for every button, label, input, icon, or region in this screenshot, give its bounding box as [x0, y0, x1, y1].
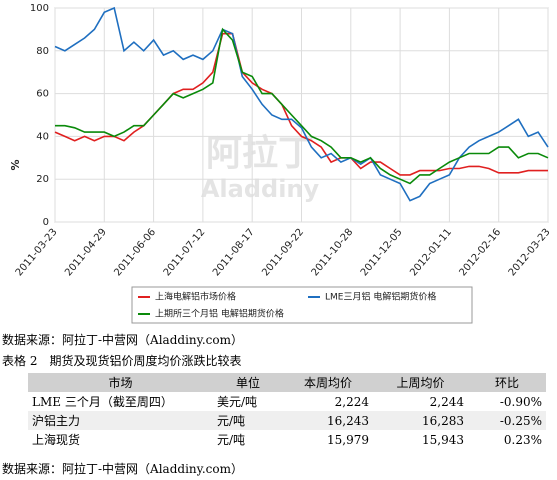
legend-label: 上海电解铝市场价格 — [155, 291, 236, 303]
table-cell: 2,224 — [334, 394, 369, 409]
series-line — [54, 32, 548, 176]
x-tick-label: 2011-10-28 — [310, 227, 356, 279]
table-cell: 沪铝主力 — [28, 411, 213, 430]
table-cell: -0.90% — [499, 394, 542, 409]
legend-label: 上期所三个月铝 电解铝期货价格 — [155, 308, 284, 320]
x-tick-label: 2012-02-16 — [458, 227, 504, 279]
table-row: 沪铝主力 元/吨 16,243 16,283 -0.25% — [28, 411, 546, 430]
header-cell: 上周均价 — [373, 373, 468, 392]
table-cell: LME 三个月（截至周四） — [32, 395, 173, 409]
y-tick-label: 20 — [36, 174, 49, 185]
header-cell: 单位 — [213, 373, 283, 392]
table-cell: 2,244 — [429, 394, 464, 409]
series-line — [55, 27, 549, 185]
legend-box — [131, 286, 473, 324]
header-cell: 环比 — [468, 373, 546, 392]
table-cell: 16,283 — [373, 411, 468, 430]
y-tick-label: 40 — [36, 131, 49, 142]
source: 数据来源：阿拉丁-中营网（Aladdiny.com） — [2, 462, 243, 476]
x-tick-label: 2011-08-17 — [211, 227, 257, 279]
x-tick-label: 2011-09-22 — [260, 227, 306, 279]
y-tick-label: 100 — [30, 3, 49, 14]
table-cell: 上海现货 — [32, 433, 81, 447]
header-cell: 市场 — [28, 373, 213, 392]
x-tick-label: 2012-01-11 — [408, 227, 454, 279]
table-row: LME 三个月（截至周四） 美元/吨 2,224 2,244 -0.90% — [28, 392, 546, 411]
y-tick-label: 80 — [36, 46, 49, 57]
series-line — [54, 6, 549, 202]
table-row: 上海现货 元/吨 15,979 15,943 0.23% — [28, 430, 546, 449]
y-tick-label: 60 — [36, 89, 49, 100]
table-cell: 15,943 — [422, 432, 464, 447]
x-tick-label: 2011-04-29 — [63, 227, 109, 279]
x-tick-label: 2012-03-23 — [507, 227, 553, 279]
table-cell: 0.23% — [503, 432, 542, 447]
table: 市场 单位 本周均价 上周均价 环比 LME 三个月（截至周四） 美元/吨 2,22… — [28, 373, 546, 449]
legend-label: LME三月铝 电解铝期货价格 — [325, 291, 436, 303]
table-cell: 16,243 — [283, 411, 373, 430]
x-tick-label: 2011-03-23 — [14, 227, 60, 279]
y-tick-label: 0 — [43, 217, 49, 228]
y-axis-label: % — [9, 159, 22, 170]
table-cell: 15,979 — [327, 432, 369, 447]
x-tick-label: 2011-12-05 — [359, 227, 405, 279]
table-cell: -0.25% — [468, 411, 546, 430]
x-tick-label: 2011-06-06 — [112, 227, 158, 279]
watermark: 阿拉丁 — [206, 133, 314, 174]
table-cell: 美元/吨 — [217, 395, 258, 409]
table-cell: 元/吨 — [217, 433, 246, 447]
x-tick-label: 2011-07-12 — [162, 227, 208, 279]
source: 数据来源：阿拉丁-中营网（Aladdiny.com） — [2, 333, 243, 347]
table-caption: 表格 2 期货及现货铝价周度均价涨跌比较表 — [2, 354, 242, 368]
header-cell: 本周均价 — [283, 373, 373, 392]
table-cell: 元/吨 — [213, 411, 283, 430]
